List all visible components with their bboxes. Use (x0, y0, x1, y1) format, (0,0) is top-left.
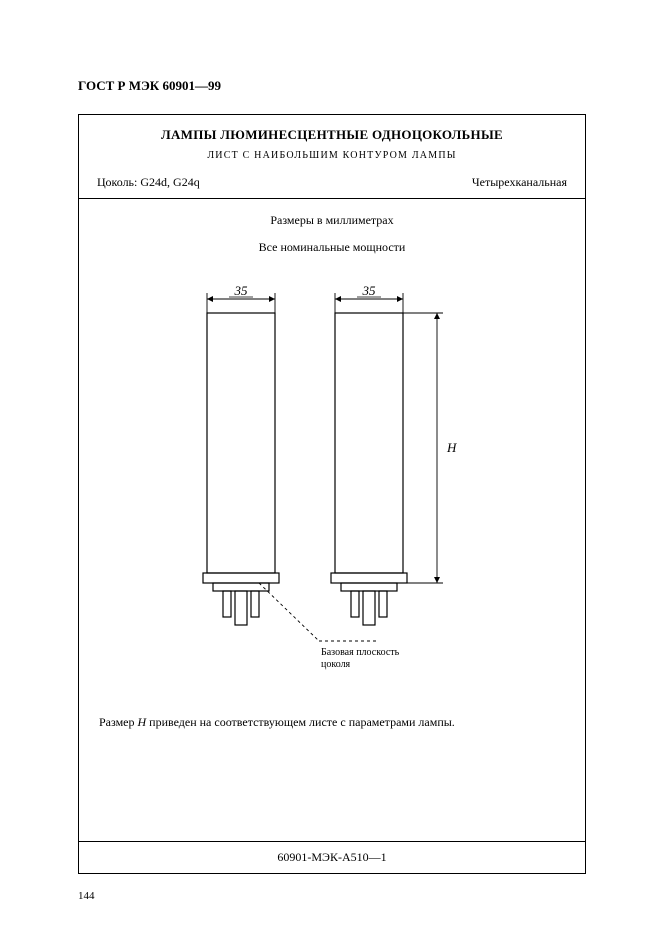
page-number: 144 (78, 890, 95, 902)
document-header: ГОСТ Р МЭК 60901—99 (78, 78, 599, 94)
title-block: ЛАМПЫ ЛЮМИНЕСЦЕНТНЫЕ ОДНОЦОКОЛЬНЫЕ ЛИСТ … (79, 115, 585, 169)
title-subtitle: ЛИСТ С НАИБОЛЬШИМ КОНТУРОМ ЛАМПЫ (97, 150, 567, 161)
diagram-svg: 35 35 H Базовая плоскостьцоколя (97, 273, 567, 713)
note-line: Размер H приведен на соответствующем лис… (97, 715, 567, 730)
note-suffix: приведен на соответствующем листе с пара… (146, 715, 455, 729)
channel-type: Четырехканальная (472, 175, 567, 190)
lamp-diagram: 35 35 H Базовая плоскостьцоколя (97, 273, 567, 713)
svg-text:Базовая плоскость: Базовая плоскость (321, 647, 400, 658)
spec-row: Цоколь: G24d, G24q Четырехканальная (79, 169, 585, 198)
svg-text:цоколя: цоколя (321, 659, 351, 670)
note-var: H (138, 715, 147, 729)
body-area: Размеры в миллиметрах Все номинальные мо… (79, 199, 585, 730)
page: ГОСТ Р МЭК 60901—99 ЛАМПЫ ЛЮМИНЕСЦЕНТНЫЕ… (0, 0, 661, 936)
note-prefix: Размер (99, 715, 138, 729)
cap-type: Цоколь: G24d, G24q (97, 175, 200, 190)
power-line: Все номинальные мощности (97, 240, 567, 255)
footer-code-block: 60901-МЭК-А510—1 (79, 841, 585, 873)
title-main: ЛАМПЫ ЛЮМИНЕСЦЕНТНЫЕ ОДНОЦОКОЛЬНЫЕ (97, 127, 567, 143)
svg-text:H: H (446, 440, 457, 455)
units-line: Размеры в миллиметрах (97, 213, 567, 228)
content-frame: ЛАМПЫ ЛЮМИНЕСЦЕНТНЫЕ ОДНОЦОКОЛЬНЫЕ ЛИСТ … (78, 114, 586, 874)
svg-text:35: 35 (362, 283, 377, 298)
svg-text:35: 35 (234, 283, 249, 298)
footer-code: 60901-МЭК-А510—1 (277, 850, 386, 864)
